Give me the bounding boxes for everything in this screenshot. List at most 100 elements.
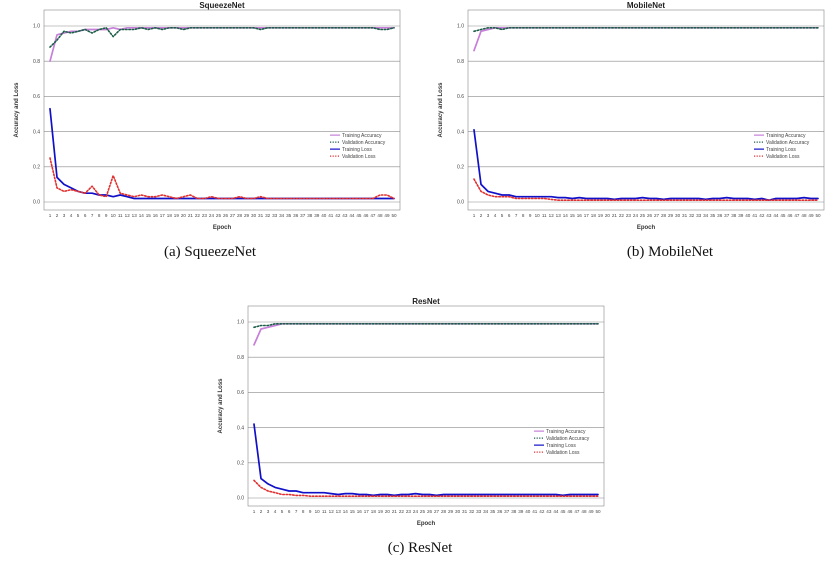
- x-tick-label: 24: [633, 213, 639, 218]
- x-tick-label: 16: [577, 213, 583, 218]
- x-tick-label: 7: [515, 213, 518, 218]
- x-tick-label: 26: [647, 213, 653, 218]
- x-tick-label: 13: [132, 213, 138, 218]
- x-axis-label: Epoch: [213, 225, 232, 231]
- y-tick-label: 0.8: [457, 59, 464, 65]
- x-tick-label: 21: [188, 213, 194, 218]
- chart-squeezenet: SqueezeNet 0.0 0.2 0.4 0.6 0.8 1.0 1 2 3 4 5 6 7 8 9 10 1…: [0, 0, 412, 240]
- x-tick-label: 14: [139, 213, 145, 218]
- x-tick-label: 27: [230, 213, 236, 218]
- x-tick-label: 8: [98, 213, 101, 218]
- x-tick-label: 12: [549, 213, 555, 218]
- x-tick-label: 26: [223, 213, 229, 218]
- y-tick-label: 0.2: [237, 461, 244, 467]
- x-tick-label: 17: [160, 213, 166, 218]
- chart-resnet: ResNet 0.0 0.2 0.4 0.6 0.8 1.0 1 2 3 4 5 6 7 8 9 10 11 12 1…: [204, 296, 616, 536]
- x-tick-label: 46: [363, 213, 369, 218]
- x-tick-label: 21: [612, 213, 618, 218]
- x-tick-label: 32: [689, 213, 695, 218]
- series-line-training-loss: [253, 423, 599, 497]
- x-tick-label: 48: [801, 213, 807, 218]
- x-tick-label: 3: [63, 213, 66, 218]
- x-tick-label: 42: [759, 213, 765, 218]
- legend-label-training-accuracy: Training Accuracy: [766, 133, 806, 139]
- x-tick-label: 3: [267, 509, 270, 514]
- x-tick-label: 48: [377, 213, 383, 218]
- y-tick-label: 0.2: [457, 165, 464, 171]
- x-tick-label: 31: [462, 509, 468, 514]
- series-line-training-loss: [473, 128, 819, 202]
- x-tick-label: 35: [286, 213, 292, 218]
- x-tick-label: 43: [546, 509, 552, 514]
- x-tick-label: 36: [497, 509, 503, 514]
- x-tick-label: 47: [370, 213, 376, 218]
- x-tick-label: 35: [490, 509, 496, 514]
- x-tick-label: 34: [703, 213, 709, 218]
- x-tick-label: 33: [272, 213, 278, 218]
- x-tick-label: 8: [522, 213, 525, 218]
- x-tick-label: 19: [378, 509, 384, 514]
- x-tick-label: 15: [350, 509, 356, 514]
- legend-label-training-accuracy: Training Accuracy: [546, 429, 586, 435]
- y-tick-label: 1.0: [457, 24, 464, 30]
- y-tick-label: 0.6: [237, 390, 244, 396]
- y-axis-label: Accuracy and Loss: [218, 378, 224, 434]
- x-tick-label: 40: [745, 213, 751, 218]
- series-line-training-accuracy: [473, 26, 819, 52]
- y-tick-label: 0.4: [237, 425, 244, 431]
- x-tick-label: 31: [682, 213, 688, 218]
- chart-title: SqueezeNet: [199, 1, 245, 10]
- x-tick-label: 37: [504, 509, 510, 514]
- x-tick-label: 34: [279, 213, 285, 218]
- y-tick-label: 0.0: [33, 200, 40, 206]
- series-line-validation-accuracy: [473, 26, 819, 33]
- x-tick-label: 48: [581, 509, 587, 514]
- x-tick-label: 26: [427, 509, 433, 514]
- x-tick-label: 41: [328, 213, 334, 218]
- x-tick-label: 4: [274, 509, 277, 514]
- x-tick-label: 19: [598, 213, 604, 218]
- y-tick-label: 0.8: [33, 59, 40, 65]
- x-tick-label: 20: [605, 213, 611, 218]
- x-tick-label: 24: [209, 213, 215, 218]
- legend-label-validation-accuracy: Validation Accuracy: [766, 140, 810, 146]
- x-tick-label: 11: [322, 509, 327, 514]
- y-tick-label: 1.0: [33, 24, 40, 30]
- y-axis-label: Accuracy and Loss: [438, 82, 444, 138]
- x-tick-label: 17: [364, 509, 370, 514]
- x-axis-label: Epoch: [637, 225, 656, 231]
- x-tick-label: 20: [181, 213, 187, 218]
- x-tick-label: 2: [260, 509, 263, 514]
- y-tick-label: 0.2: [33, 165, 40, 171]
- chart-title: ResNet: [412, 297, 440, 306]
- x-tick-label: 46: [567, 509, 573, 514]
- x-tick-label: 12: [329, 509, 335, 514]
- legend-label-training-loss: Training Loss: [342, 147, 372, 153]
- x-tick-label: 23: [406, 509, 412, 514]
- x-tick-label: 16: [357, 509, 363, 514]
- caption-mobilenet: (b) MobileNet: [626, 244, 714, 260]
- x-tick-label: 25: [216, 213, 222, 218]
- chart-title: MobileNet: [627, 1, 666, 10]
- x-tick-label: 5: [77, 213, 80, 218]
- x-tick-label: 42: [539, 509, 545, 514]
- caption-resnet: (c) ResNet: [387, 540, 453, 556]
- x-tick-label: 45: [780, 213, 786, 218]
- x-tick-label: 36: [717, 213, 723, 218]
- x-tick-label: 47: [574, 509, 580, 514]
- x-tick-label: 36: [293, 213, 299, 218]
- x-tick-label: 28: [441, 509, 447, 514]
- x-tick-label: 44: [553, 509, 559, 514]
- x-tick-label: 3: [487, 213, 490, 218]
- x-tick-label: 49: [588, 509, 594, 514]
- x-tick-label: 44: [773, 213, 779, 218]
- x-tick-label: 41: [752, 213, 758, 218]
- x-tick-label: 22: [195, 213, 201, 218]
- x-tick-label: 6: [84, 213, 87, 218]
- x-tick-label: 21: [392, 509, 398, 514]
- x-tick-label: 20: [385, 509, 391, 514]
- x-tick-label: 50: [815, 213, 821, 218]
- y-axis-label: Accuracy and Loss: [14, 82, 20, 138]
- x-tick-label: 40: [525, 509, 531, 514]
- x-tick-label: 17: [584, 213, 590, 218]
